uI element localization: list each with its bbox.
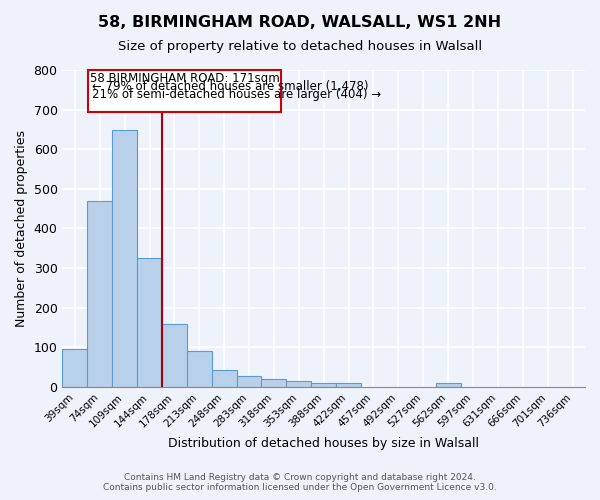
Bar: [436, 384, 461, 387]
X-axis label: Distribution of detached houses by size in Walsall: Distribution of detached houses by size …: [168, 437, 479, 450]
Bar: [88, 200, 112, 387]
Bar: [212, 370, 236, 387]
Y-axis label: Number of detached properties: Number of detached properties: [15, 130, 28, 327]
Bar: [62, 350, 88, 387]
Text: ← 79% of detached houses are smaller (1,478): ← 79% of detached houses are smaller (1,…: [92, 80, 368, 94]
Text: 58 BIRMINGHAM ROAD: 171sqm: 58 BIRMINGHAM ROAD: 171sqm: [90, 72, 280, 85]
Bar: [336, 383, 361, 387]
Bar: [311, 383, 336, 387]
Text: Contains HM Land Registry data © Crown copyright and database right 2024.
Contai: Contains HM Land Registry data © Crown c…: [103, 473, 497, 492]
Text: 21% of semi-detached houses are larger (404) →: 21% of semi-detached houses are larger (…: [92, 88, 380, 101]
Bar: [236, 376, 262, 387]
Bar: [162, 324, 187, 387]
Text: Size of property relative to detached houses in Walsall: Size of property relative to detached ho…: [118, 40, 482, 53]
Text: 58, BIRMINGHAM ROAD, WALSALL, WS1 2NH: 58, BIRMINGHAM ROAD, WALSALL, WS1 2NH: [98, 15, 502, 30]
FancyBboxPatch shape: [88, 70, 281, 112]
Bar: [262, 379, 286, 387]
Bar: [187, 351, 212, 387]
Bar: [286, 382, 311, 387]
Bar: [137, 258, 162, 387]
Bar: [112, 130, 137, 387]
